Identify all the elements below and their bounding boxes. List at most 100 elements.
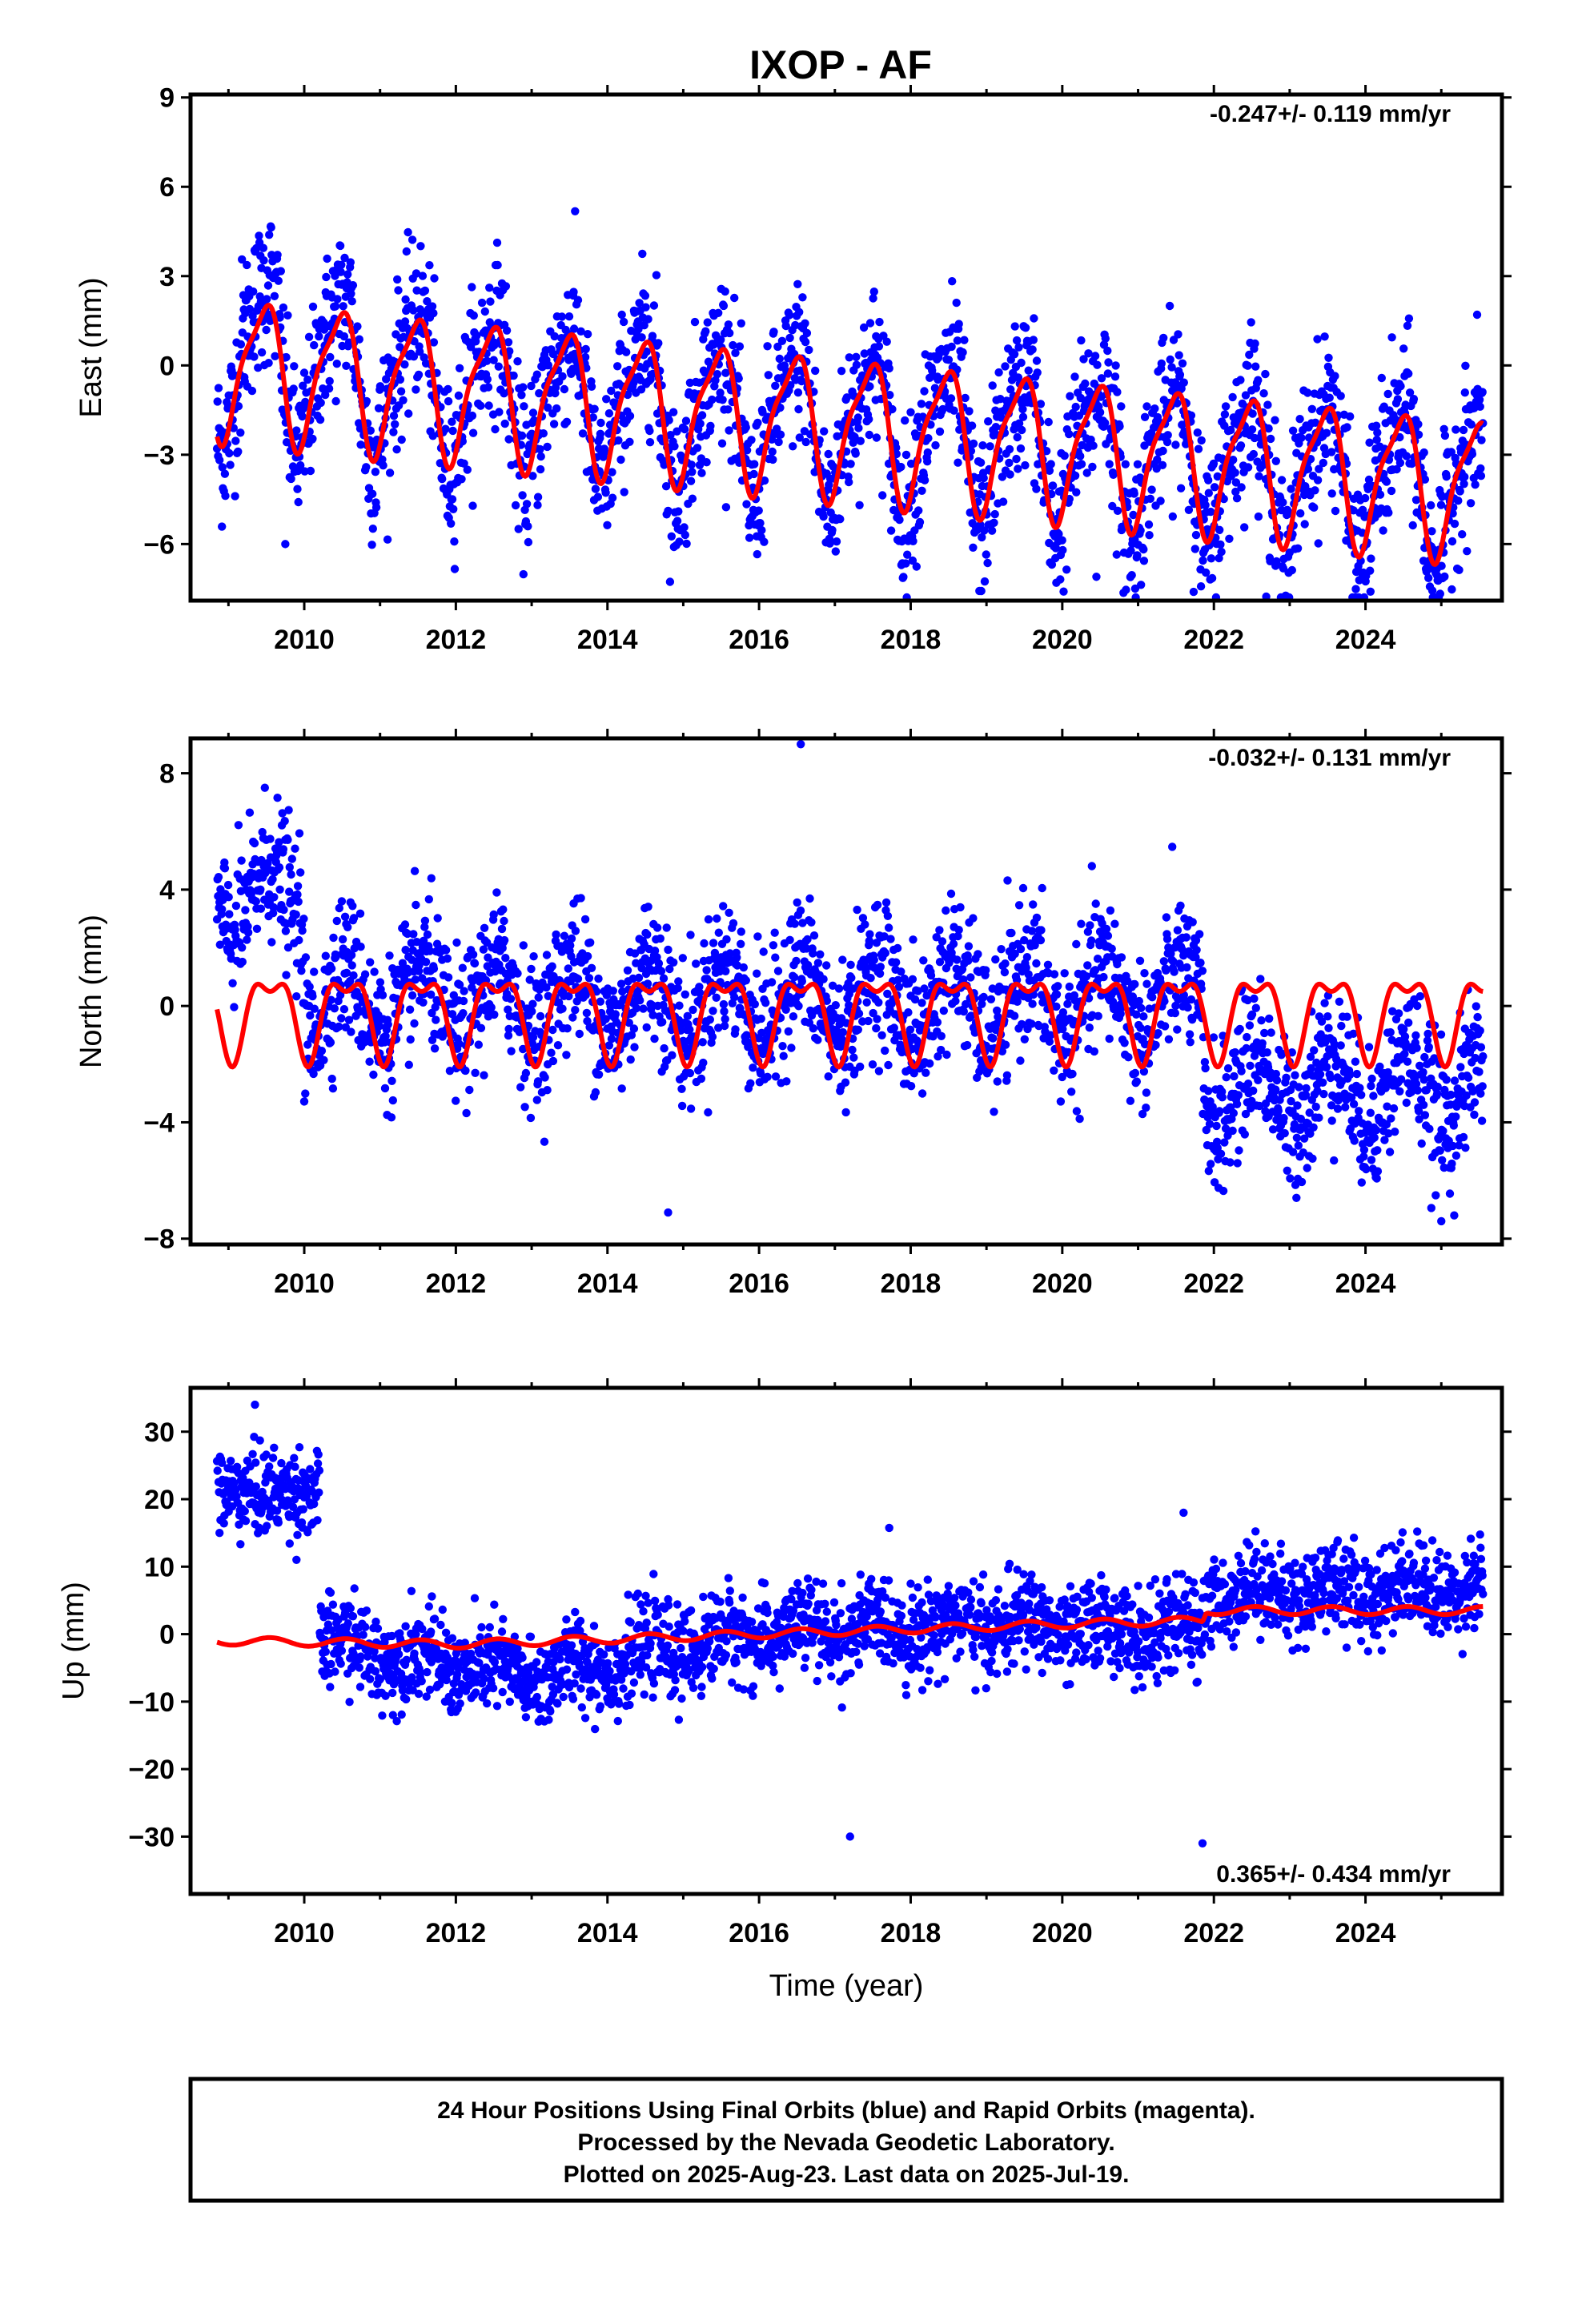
- east-data-point: [1472, 310, 1482, 320]
- east-data-point: [1435, 589, 1445, 598]
- north-data-point: [1001, 959, 1010, 968]
- north-data-point: [1016, 1056, 1025, 1065]
- north-data-point: [295, 935, 303, 945]
- north-data-point: [348, 902, 357, 911]
- east-data-point: [819, 427, 829, 436]
- north-data-point: [500, 935, 509, 945]
- east-xtick-label: 2024: [1335, 625, 1396, 655]
- east-data-point: [865, 319, 875, 328]
- north-data-point: [1258, 1039, 1267, 1048]
- east-data-point: [250, 352, 259, 361]
- east-data-point: [460, 459, 468, 468]
- north-data-point: [470, 959, 480, 968]
- north-data-point: [1243, 1080, 1253, 1088]
- east-data-point: [368, 489, 377, 498]
- east-data-point: [1236, 376, 1245, 384]
- east-data-point: [721, 503, 731, 512]
- north-data-point: [553, 1041, 563, 1050]
- east-data-point: [332, 360, 341, 368]
- east-data-point: [703, 318, 712, 327]
- east-data-point: [990, 518, 998, 527]
- east-data-point: [220, 469, 230, 478]
- east-data-point: [409, 306, 418, 315]
- north-data-point: [699, 1058, 708, 1068]
- east-data-point: [517, 431, 527, 440]
- east-data-point: [469, 311, 478, 320]
- east-data-point: [768, 447, 777, 456]
- north-data-point: [1038, 883, 1046, 893]
- east-data-point: [1030, 314, 1038, 323]
- east-data-point: [1387, 486, 1396, 496]
- east-data-point: [644, 315, 652, 324]
- north-data-point: [487, 1003, 496, 1012]
- east-data-point: [519, 383, 528, 392]
- east-data-point: [1179, 378, 1189, 387]
- east-data-point: [631, 335, 640, 344]
- east-data-point: [641, 303, 650, 312]
- north-data-point: [664, 945, 673, 955]
- north-data-point: [677, 1084, 686, 1094]
- east-data-point: [436, 459, 444, 468]
- east-data-point: [543, 442, 552, 452]
- north-data-point: [1170, 967, 1178, 976]
- east-data-point: [681, 530, 689, 540]
- east-data-point: [347, 289, 355, 298]
- north-data-point: [953, 955, 962, 964]
- north-data-point: [1043, 960, 1053, 970]
- north-data-point: [1036, 935, 1046, 945]
- east-data-point: [528, 408, 538, 417]
- east-data-point: [986, 442, 994, 451]
- east-data-point: [1478, 388, 1487, 396]
- east-data-point: [238, 255, 247, 264]
- north-data-point: [1075, 1114, 1084, 1124]
- north-data-point: [1162, 913, 1171, 922]
- east-data-point: [1297, 433, 1306, 442]
- north-data-point: [1028, 999, 1037, 1008]
- north-data-point: [1319, 1089, 1328, 1099]
- east-data-point: [299, 381, 307, 390]
- north-data-point: [299, 915, 308, 923]
- east-data-point: [549, 420, 559, 428]
- east-data-point: [724, 320, 733, 329]
- east-data-point: [429, 308, 438, 318]
- east-data-point: [215, 456, 224, 464]
- north-data-point: [366, 958, 375, 967]
- east-data-point: [1476, 464, 1485, 473]
- east-data-point: [638, 249, 647, 259]
- north-data-point: [1254, 1076, 1263, 1085]
- east-data-point: [771, 381, 780, 390]
- east-data-point: [1467, 420, 1476, 429]
- north-data-point: [917, 1089, 927, 1098]
- east-data-point: [1408, 521, 1417, 530]
- east-data-point: [375, 382, 385, 391]
- north-data-point: [720, 1007, 729, 1016]
- north-data-point: [639, 1004, 648, 1013]
- east-data-point: [404, 227, 412, 237]
- north-data-point: [279, 845, 288, 854]
- north-data-point: [228, 979, 237, 988]
- north-data-point: [722, 935, 731, 944]
- north-data-point: [1140, 969, 1149, 978]
- east-data-point: [1046, 460, 1055, 468]
- east-data-point: [1277, 476, 1287, 485]
- north-data-point: [650, 1034, 659, 1043]
- east-data-point: [214, 384, 223, 392]
- north-data-point: [1003, 876, 1012, 885]
- north-data-point: [1265, 1014, 1274, 1023]
- north-data-point: [1124, 1053, 1133, 1062]
- north-data-point: [1195, 930, 1204, 939]
- east-data-point: [275, 313, 284, 322]
- east-data-point: [629, 379, 638, 388]
- east-data-point: [490, 338, 500, 348]
- east-data-point: [423, 297, 432, 306]
- north-data-point: [410, 1019, 419, 1028]
- east-data-point: [811, 366, 820, 376]
- east-data-point: [648, 332, 657, 340]
- east-data-point: [1171, 440, 1180, 449]
- east-data-point: [1460, 472, 1469, 481]
- north-data-point: [1240, 1130, 1250, 1139]
- east-data-point: [666, 431, 675, 440]
- north-data-point: [520, 1103, 529, 1112]
- east-data-point: [1018, 425, 1026, 435]
